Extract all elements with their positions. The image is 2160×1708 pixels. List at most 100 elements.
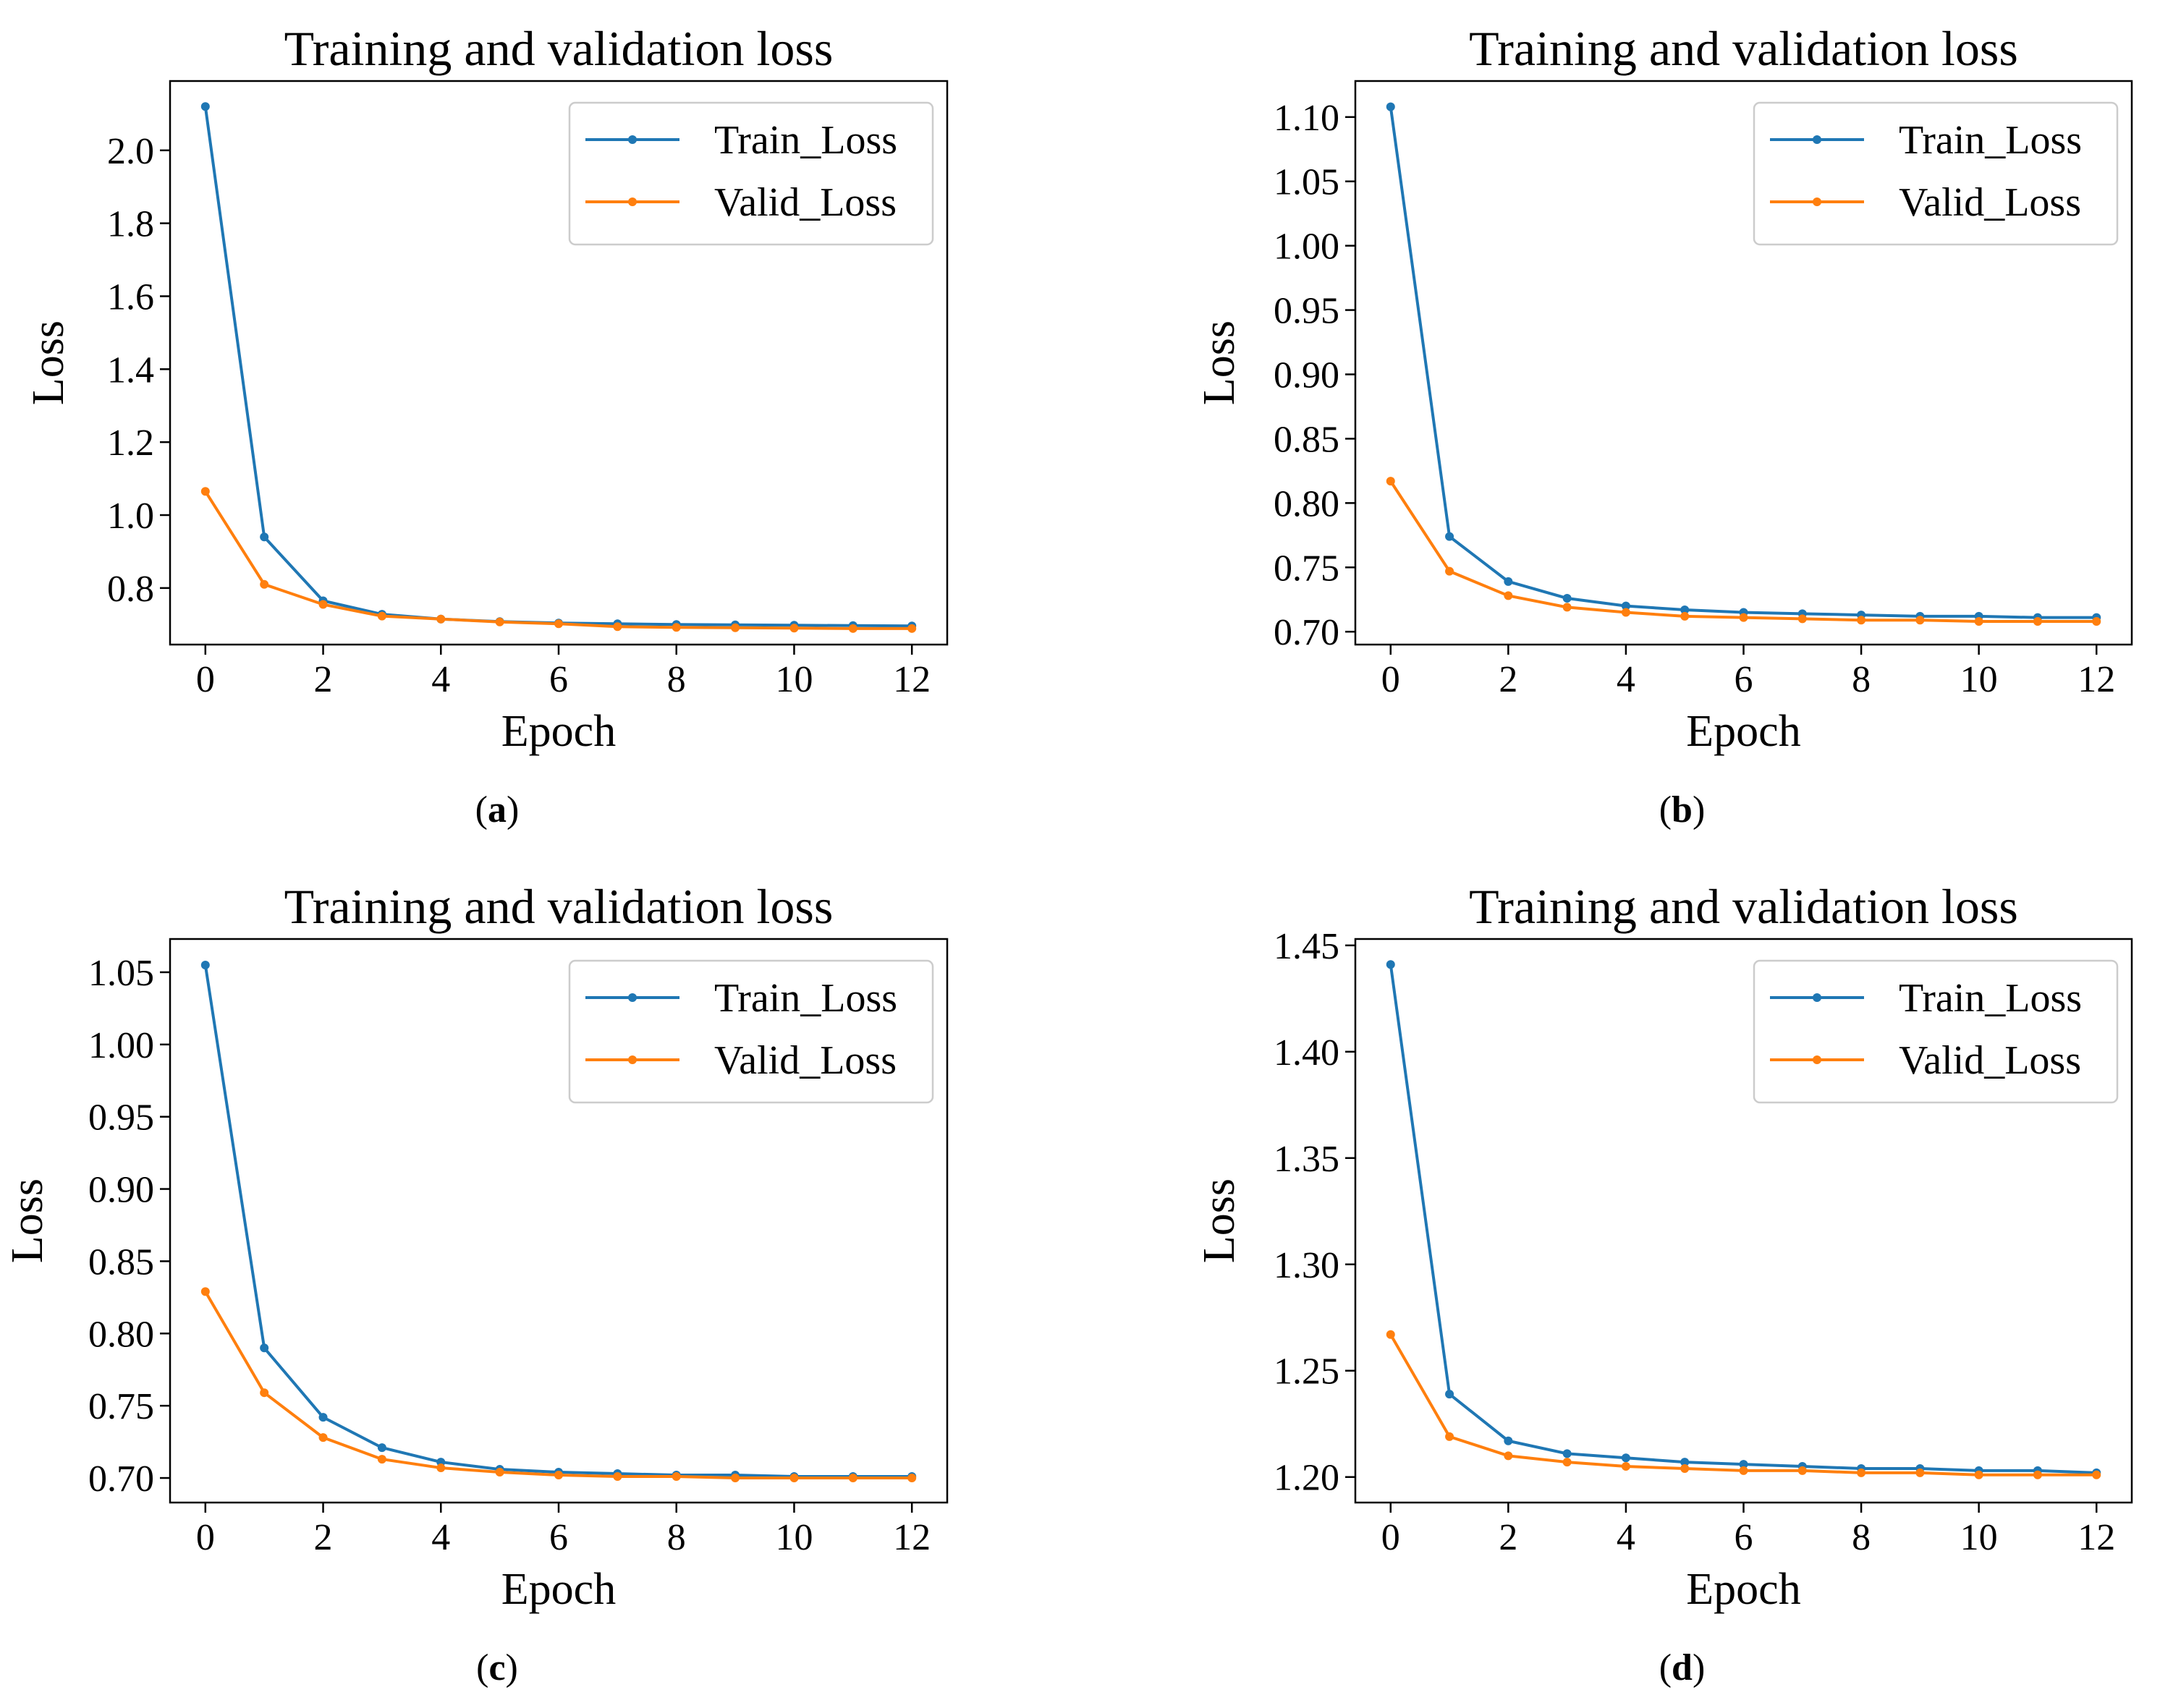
valid-loss-point [1562,1458,1572,1467]
train-loss-point [1504,577,1513,586]
valid-loss-point [1974,1470,1983,1479]
valid-loss-point [318,600,328,609]
valid-loss-point [1445,1432,1454,1441]
y-tick-label: 0.70 [1274,612,1339,653]
valid-loss-point [907,1474,917,1483]
x-tick-label: 0 [1381,659,1400,700]
y-tick-label: 0.80 [88,1314,154,1355]
legend-valid-label: Valid_Loss [1899,180,2081,225]
y-tick-label: 0.85 [1274,419,1339,460]
y-axis-label: Loss [1195,320,1244,405]
train-loss-point [1621,1453,1630,1463]
y-tick-label: 0.8 [107,569,154,610]
y-tick-label: 1.00 [88,1025,154,1066]
x-tick-label: 4 [431,1517,450,1558]
valid-loss-point [1445,566,1454,576]
panel-c: Training and validation loss 0 2 4 6 8 10 12 0.7… [3,879,949,1688]
valid-loss-point [260,1388,269,1398]
legend: Train_Loss Valid_Loss [1753,101,2119,246]
legend-train-label: Train_Loss [1899,976,2082,1021]
valid-loss-point [436,1463,446,1473]
y-tick-label: 1.2 [107,422,154,464]
y-tick-label: 1.40 [1274,1032,1339,1074]
x-tick-label: 4 [1617,1517,1635,1558]
train-loss-point [1562,1449,1572,1458]
y-tick-label: 0.80 [1274,483,1339,524]
plot-frame [169,80,949,646]
legend-train-marker [628,135,637,144]
legend-valid-label: Valid_Loss [714,1038,897,1083]
legend-train-marker [1813,135,1821,144]
train-loss-point [1621,601,1630,611]
y-tick-label: 1.05 [1274,162,1339,203]
valid-loss-point [613,622,622,632]
train-loss-point [377,1443,386,1453]
valid-loss-point [377,1455,386,1464]
x-axis-label: Epoch [501,1565,616,1614]
legend-train-label: Train_Loss [1899,118,2082,163]
x-tick-label: 0 [1381,1517,1400,1558]
train-loss-point [1680,1458,1690,1467]
panel-b: Training and validation loss 0 2 4 6 8 10 12 0.7… [1195,21,2133,830]
y-tick-label: 0.95 [88,1097,154,1139]
y-tick-label: 1.00 [1274,226,1339,268]
valid-loss-point [731,1474,740,1483]
legend-valid-label: Valid_Loss [1899,1038,2081,1083]
x-tick-label: 8 [667,1517,686,1558]
valid-loss-line [204,490,912,630]
valid-loss-point [1680,611,1690,621]
valid-loss-point [1504,591,1513,600]
plot-frame [1354,938,2133,1504]
y-tick-label: 1.4 [107,349,154,391]
y-tick-label: 0.95 [1274,291,1339,332]
y-axis-label: Loss [1195,1178,1244,1263]
chart-title: Training and validation loss [284,879,834,934]
plot-frame [1354,80,2133,646]
train-loss-point [1445,532,1454,541]
valid-loss-point [1386,477,1395,486]
x-tick-label: 2 [1499,659,1517,700]
chart-title: Training and validation loss [1469,879,2018,934]
valid-loss-point [1621,1462,1630,1471]
x-tick-label: 4 [1617,659,1635,700]
train-loss-point [1386,102,1395,111]
valid-loss-point [1562,603,1572,612]
valid-loss-point [672,623,681,632]
train-loss-point [1386,960,1395,969]
legend: Train_Loss Valid_Loss [1753,959,2119,1104]
x-tick-label: 6 [1735,1517,1753,1558]
legend: Train_Loss Valid_Loss [568,101,934,246]
y-tick-label: 2.0 [107,131,154,172]
legend-train-marker [1813,993,1821,1002]
valid-loss-point [848,1474,857,1483]
train-loss-point [260,532,269,542]
valid-loss-point [1504,1451,1513,1461]
panel-a: Training and validation loss 0 2 4 6 8 10 12 0.8… [24,21,949,830]
y-axis-label: Loss [3,1178,52,1263]
chart-title: Training and validation loss [284,21,834,76]
x-tick-label: 2 [314,1517,333,1558]
y-tick-label: 1.20 [1274,1458,1339,1499]
y-tick-label: 0.75 [88,1386,154,1427]
x-tick-label: 2 [314,659,333,700]
valid-loss-point [1797,1466,1807,1475]
y-tick-label: 0.90 [1274,355,1339,396]
valid-loss-point [1739,1466,1748,1475]
train-loss-point [200,960,210,969]
y-tick-label: 1.10 [1274,98,1339,139]
train-loss-point [318,1413,328,1422]
valid-loss-point [731,623,740,632]
x-axis-label: Epoch [501,707,616,756]
valid-loss-point [495,1468,504,1477]
valid-loss-point [1857,1468,1866,1477]
panel-d: Training and validation loss 0 2 4 6 8 10 12 1.2… [1195,879,2133,1688]
plot-frame [169,938,949,1504]
train-loss-point [1739,1460,1748,1469]
x-axis-label: Epoch [1686,707,1800,756]
legend-valid-marker [1813,1055,1821,1064]
y-tick-label: 0.90 [88,1170,154,1211]
y-tick-label: 1.45 [1274,926,1339,967]
valid-loss-point [554,1471,563,1480]
x-tick-label: 10 [1960,659,1998,700]
x-tick-label: 10 [775,1517,813,1558]
